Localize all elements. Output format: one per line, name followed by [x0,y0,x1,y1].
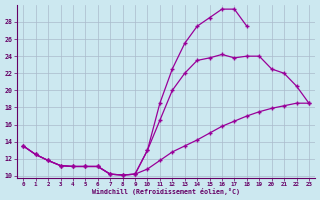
X-axis label: Windchill (Refroidissement éolien,°C): Windchill (Refroidissement éolien,°C) [92,188,240,195]
